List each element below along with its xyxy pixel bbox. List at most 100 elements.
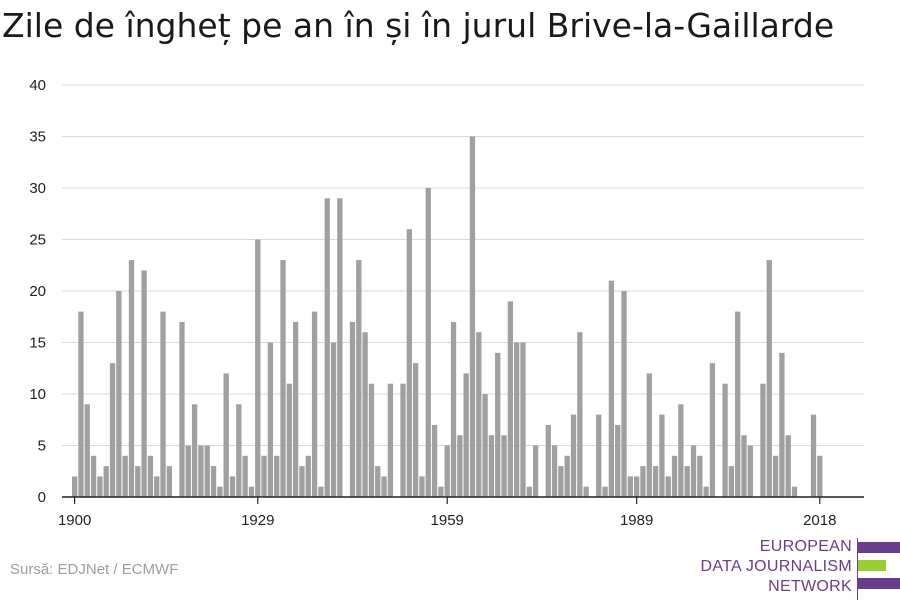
bar-2012 bbox=[779, 352, 785, 497]
bar-1922 bbox=[210, 466, 217, 497]
bar-1918 bbox=[185, 445, 191, 497]
bar-1998 bbox=[690, 445, 697, 497]
bar-1979 bbox=[570, 414, 577, 497]
bar-1983 bbox=[596, 414, 602, 497]
y-tick-label: 25 bbox=[29, 232, 46, 249]
bar-1933 bbox=[280, 260, 286, 497]
bar-1963 bbox=[469, 136, 476, 497]
bar-2005 bbox=[735, 311, 741, 497]
bar-1910 bbox=[135, 466, 141, 497]
bar-1973 bbox=[532, 445, 539, 497]
bar-1944 bbox=[349, 321, 356, 497]
bar-1971 bbox=[520, 342, 526, 497]
bar-2017 bbox=[810, 414, 817, 497]
bar-1914 bbox=[160, 311, 166, 497]
bar-1932 bbox=[274, 455, 280, 497]
bar-1972 bbox=[526, 486, 532, 497]
bar-1989 bbox=[634, 476, 640, 497]
bar-1936 bbox=[299, 466, 305, 497]
bar-1955 bbox=[419, 476, 425, 497]
bar-1977 bbox=[558, 466, 564, 497]
logo-line-2: DATA JOURNALISM bbox=[700, 558, 852, 575]
y-tick-label: 40 bbox=[29, 77, 46, 94]
logo-line-3: NETWORK bbox=[768, 578, 852, 595]
y-tick-label: 0 bbox=[38, 489, 46, 506]
bar-1975 bbox=[545, 424, 551, 497]
bar-1981 bbox=[583, 486, 589, 497]
bar-1912 bbox=[147, 455, 154, 497]
y-tick-label: 5 bbox=[38, 438, 46, 455]
x-tick-label: 1989 bbox=[620, 512, 653, 529]
bar-1988 bbox=[627, 476, 633, 497]
bar-2004 bbox=[728, 466, 735, 497]
bar-1921 bbox=[204, 445, 210, 497]
bar-1941 bbox=[330, 342, 337, 497]
y-tick-label: 15 bbox=[29, 335, 46, 352]
bar-1946 bbox=[362, 332, 368, 497]
x-tick-label: 2018 bbox=[803, 512, 836, 529]
bar-2010 bbox=[766, 260, 772, 497]
bar-1969 bbox=[507, 301, 514, 497]
bar-1958 bbox=[438, 486, 444, 497]
bar-1938 bbox=[311, 311, 318, 497]
bar-1957 bbox=[431, 424, 438, 497]
bar-1999 bbox=[697, 455, 703, 497]
bar-2018 bbox=[817, 455, 823, 497]
bar-1995 bbox=[671, 455, 678, 497]
bar-1929 bbox=[255, 239, 261, 497]
logo-bar-middle bbox=[858, 560, 886, 571]
bar-1902 bbox=[84, 404, 90, 497]
x-axis-ticks: 1900 1929 1959 1989 2018 bbox=[58, 497, 836, 529]
logo-separator bbox=[857, 538, 858, 600]
bar-1997 bbox=[684, 466, 690, 497]
bar-2000 bbox=[703, 486, 709, 497]
bar-1905 bbox=[103, 466, 109, 497]
bar-2011 bbox=[772, 455, 779, 497]
bar-1930 bbox=[261, 455, 267, 497]
bar-1948 bbox=[375, 466, 381, 497]
bar-1986 bbox=[615, 424, 621, 497]
bar-1985 bbox=[608, 280, 615, 497]
y-tick-label: 30 bbox=[29, 180, 46, 197]
bar-1937 bbox=[305, 455, 311, 497]
bar-1908 bbox=[122, 455, 128, 497]
bar-1928 bbox=[248, 486, 255, 497]
bar-1935 bbox=[293, 321, 299, 497]
bar-1965 bbox=[482, 394, 488, 497]
bar-1990 bbox=[640, 466, 646, 497]
bar-1987 bbox=[621, 291, 627, 497]
bar-1984 bbox=[602, 486, 608, 497]
bar-1920 bbox=[198, 445, 204, 497]
bar-2006 bbox=[741, 435, 747, 497]
bar-1956 bbox=[425, 188, 431, 497]
bar-1964 bbox=[476, 332, 482, 497]
bar-1903 bbox=[90, 455, 97, 497]
chart-title: Zile de îngheț pe an în și în jurul Briv… bbox=[2, 6, 835, 45]
bar-1961 bbox=[457, 435, 463, 497]
source-note: Sursă: EDJNet / ECMWF bbox=[10, 561, 179, 578]
bar-1992 bbox=[652, 466, 659, 497]
bar-chart: 0 5 10 15 20 25 30 35 40 1900 1929 1959 1989 2018 bbox=[29, 77, 864, 529]
bar-1962 bbox=[463, 373, 469, 497]
y-tick-label: 10 bbox=[29, 386, 46, 403]
bar-1927 bbox=[242, 455, 248, 497]
bar-1966 bbox=[488, 435, 495, 497]
bar-1926 bbox=[236, 404, 242, 497]
bar-1949 bbox=[381, 476, 387, 497]
logo-bar-top bbox=[858, 542, 900, 553]
bar-1994 bbox=[665, 476, 671, 497]
x-tick-label: 1959 bbox=[431, 512, 464, 529]
bar-1934 bbox=[286, 383, 292, 497]
bar-1970 bbox=[514, 342, 520, 497]
bar-1913 bbox=[154, 476, 160, 497]
bar-1952 bbox=[400, 383, 406, 497]
bar-1991 bbox=[646, 373, 652, 497]
bar-1947 bbox=[368, 383, 375, 497]
bar-1945 bbox=[356, 260, 362, 497]
bar-1915 bbox=[166, 466, 173, 497]
y-tick-label: 20 bbox=[29, 283, 46, 300]
bar-1960 bbox=[450, 321, 457, 497]
bars bbox=[71, 136, 823, 498]
bar-2013 bbox=[785, 435, 791, 497]
bar-1909 bbox=[128, 260, 135, 497]
